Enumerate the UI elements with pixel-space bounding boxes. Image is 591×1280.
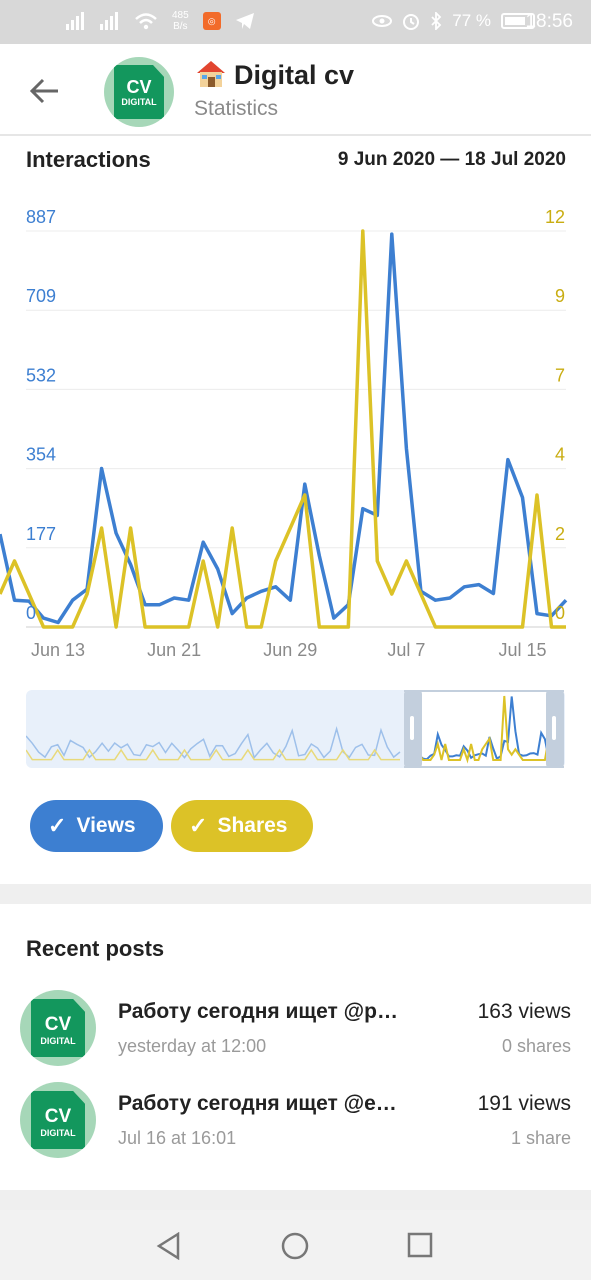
section-divider bbox=[0, 884, 591, 904]
views-toggle-button[interactable]: ✓ Views bbox=[30, 800, 163, 852]
right-axis-tick-label: 0 bbox=[555, 603, 565, 623]
battery-icon bbox=[501, 13, 535, 29]
avatar-digital-text: DIGITAL bbox=[40, 1036, 76, 1046]
check-icon: ✓ bbox=[48, 813, 67, 838]
right-axis-tick-label: 2 bbox=[555, 524, 565, 544]
document-shape bbox=[31, 999, 85, 1057]
series-line-shares bbox=[0, 229, 566, 629]
app-header: CV DIGITAL Digital cv Statistics bbox=[0, 44, 591, 136]
left-axis-tick-label: 177 bbox=[26, 524, 56, 544]
x-axis-tick-label: Jul 7 bbox=[387, 640, 425, 660]
left-axis-tick-label: 887 bbox=[26, 207, 56, 227]
post-shares: 0 shares bbox=[501, 1036, 571, 1056]
telegram-icon bbox=[235, 13, 254, 29]
channel-title-text: Digital cv bbox=[234, 60, 355, 90]
avatar-cv-text: CV bbox=[44, 1106, 72, 1127]
navigator-window bbox=[404, 690, 564, 768]
status-bar: 485 B/s ◎ 77 % 18:56 bbox=[0, 0, 591, 44]
avatar-cv-text: CV bbox=[126, 77, 152, 97]
left-axis-tick-label: 709 bbox=[26, 286, 56, 306]
post-row[interactable]: CV DIGITAL Работу сегодня ищет @р… yeste… bbox=[0, 990, 591, 1070]
x-axis-tick-label: Jun 13 bbox=[31, 640, 85, 660]
nav-back-icon[interactable] bbox=[156, 1232, 182, 1260]
house-emoji-icon bbox=[197, 61, 225, 87]
back-arrow-icon[interactable] bbox=[30, 78, 60, 104]
header-subtitle: Statistics bbox=[194, 97, 279, 120]
right-axis-tick-label: 12 bbox=[545, 207, 565, 227]
app-notification-icon: ◎ bbox=[202, 12, 221, 30]
nav-recents-icon[interactable] bbox=[407, 1232, 433, 1258]
navigator-series-views bbox=[411, 696, 557, 761]
document-shape bbox=[114, 65, 164, 119]
left-axis-tick-label: 0 bbox=[26, 603, 36, 623]
right-axis-tick-label: 4 bbox=[555, 445, 565, 465]
chart-header: Interactions 9 Jun 2020 — 18 Jul 2020 bbox=[26, 147, 566, 177]
navigator-right-grip bbox=[552, 716, 556, 740]
right-axis-tick-label: 9 bbox=[555, 286, 565, 306]
system-nav-bar bbox=[0, 1210, 591, 1280]
chart-title: Interactions bbox=[26, 147, 151, 172]
chart-navigator[interactable] bbox=[26, 690, 565, 768]
navigator-window-top-border bbox=[404, 690, 564, 692]
views-toggle-label: Views bbox=[76, 814, 136, 837]
avatar-digital-text: DIGITAL bbox=[40, 1128, 76, 1138]
series-line-views bbox=[0, 232, 568, 625]
post-avatar: CV DIGITAL bbox=[20, 1082, 96, 1158]
post-shares: 1 share bbox=[510, 1128, 571, 1148]
channel-title: Digital cv bbox=[194, 58, 354, 91]
navigator-window-bottom-border bbox=[404, 766, 564, 768]
post-row[interactable]: CV DIGITAL Работу сегодня ищет @е… Jul 1… bbox=[0, 1082, 591, 1162]
bluetooth-icon bbox=[431, 12, 442, 30]
navigator-left-grip bbox=[410, 716, 414, 740]
post-views: 163 views bbox=[477, 1000, 571, 1023]
interactions-chart[interactable]: 887 12 709 9 532 7 354 4 177 2 0 0 Jun 13 Jun 21 Jun 2… bbox=[0, 195, 591, 675]
post-views: 191 views bbox=[477, 1092, 571, 1115]
battery-percent: 77 % bbox=[452, 11, 491, 30]
avatar-digital-text: DIGITAL bbox=[121, 97, 157, 107]
post-date: yesterday at 12:00 bbox=[118, 1036, 267, 1056]
post-avatar: CV DIGITAL bbox=[20, 990, 96, 1066]
status-left: 485 B/s ◎ bbox=[66, 10, 255, 32]
signal-icon-2 bbox=[100, 12, 118, 30]
left-axis-tick-label: 354 bbox=[26, 445, 56, 465]
shares-toggle-button[interactable]: ✓ Shares bbox=[171, 800, 313, 852]
navigator-history-shares bbox=[26, 748, 400, 761]
post-title: Работу сегодня ищет @е… bbox=[118, 1092, 397, 1115]
section-divider bbox=[0, 1190, 591, 1210]
x-axis-tick-label: Jun 21 bbox=[147, 640, 201, 660]
nav-home-icon[interactable] bbox=[281, 1232, 309, 1260]
post-date: Jul 16 at 16:01 bbox=[118, 1128, 237, 1148]
clock: 18:56 bbox=[525, 11, 573, 32]
channel-avatar[interactable]: CV DIGITAL bbox=[104, 57, 174, 127]
shares-toggle-label: Shares bbox=[217, 814, 288, 837]
post-title: Работу сегодня ищет @р… bbox=[118, 1000, 398, 1023]
alarm-icon bbox=[403, 14, 420, 30]
signal-icon bbox=[66, 12, 84, 30]
left-axis-tick-label: 532 bbox=[26, 365, 56, 385]
x-axis-tick-label: Jun 29 bbox=[263, 640, 317, 660]
wifi-icon bbox=[135, 13, 157, 30]
status-right: 77 % bbox=[372, 11, 535, 31]
recent-posts-title: Recent posts bbox=[26, 936, 165, 961]
eye-icon bbox=[372, 15, 393, 27]
chart-date-range[interactable]: 9 Jun 2020 — 18 Jul 2020 bbox=[337, 149, 566, 170]
avatar-cv-text: CV bbox=[44, 1014, 72, 1035]
navigator-history-views bbox=[26, 726, 401, 760]
check-icon: ✓ bbox=[189, 813, 208, 838]
net-speed: 485 B/s bbox=[172, 10, 189, 32]
x-axis-tick-label: Jul 15 bbox=[498, 640, 546, 660]
document-shape bbox=[31, 1091, 85, 1149]
right-axis-tick-label: 7 bbox=[555, 365, 565, 385]
navigator-series-shares bbox=[411, 695, 556, 764]
